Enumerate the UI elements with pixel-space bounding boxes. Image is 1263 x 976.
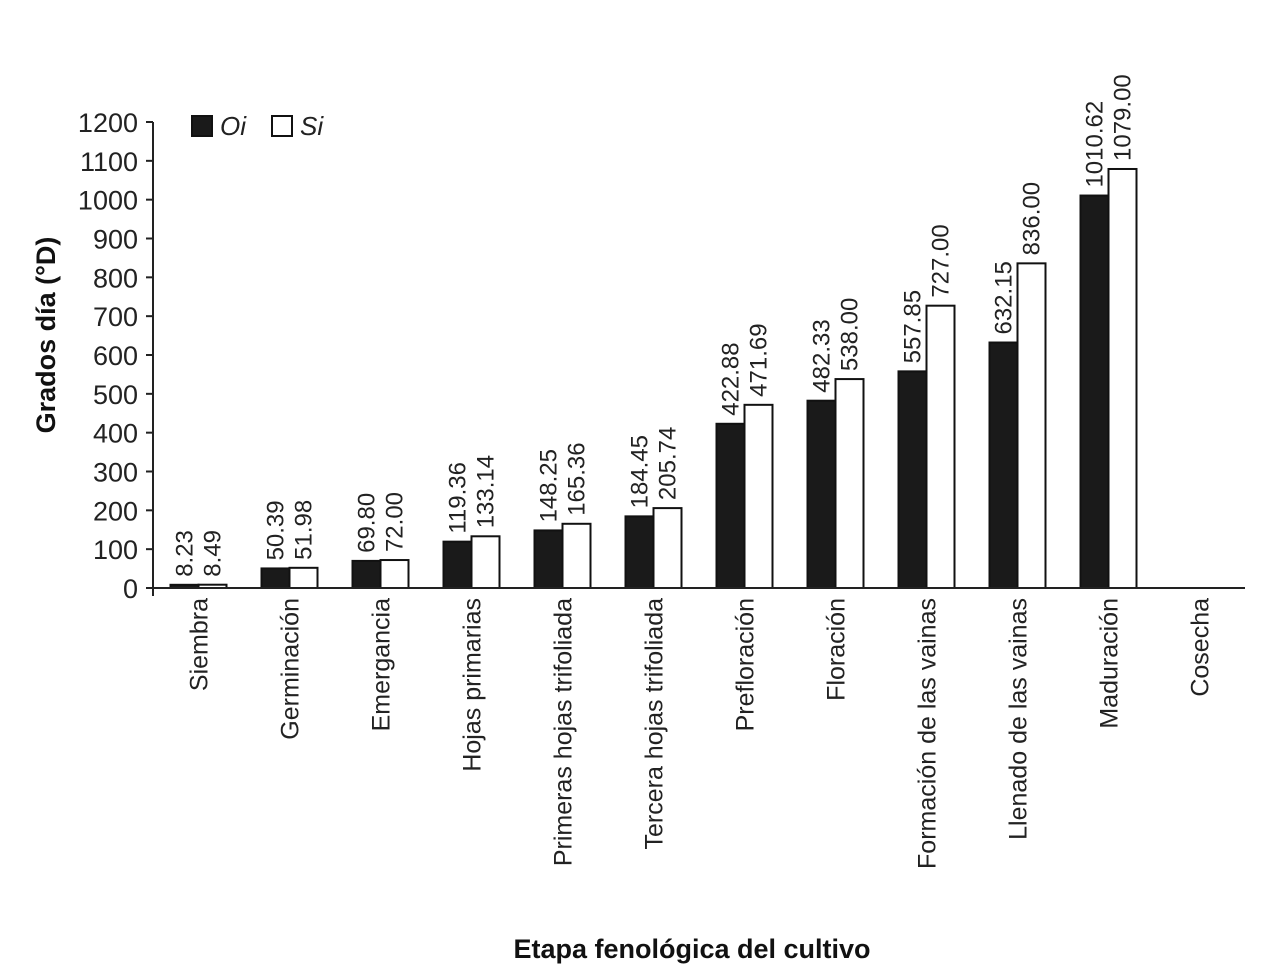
category-label: Cosecha xyxy=(1187,598,1215,697)
category-label: Floración xyxy=(823,598,851,701)
y-axis-ticks: 0 100 200 300 400 500 600 700 800 900 1000 1100 1200 xyxy=(78,108,153,604)
bar-si xyxy=(834,378,865,589)
data-label-si: 51.98 xyxy=(291,500,318,560)
data-label-oi: 422.88 xyxy=(718,342,745,415)
y-tick-label: 1100 xyxy=(80,147,138,177)
category-label: Prefloración xyxy=(732,598,760,731)
data-label-oi: 119.36 xyxy=(445,462,472,534)
y-axis-title: Grados día (°D) xyxy=(31,237,61,434)
data-label-oi: 557.85 xyxy=(900,290,927,363)
category-label: Tercera hojas trifoliada xyxy=(641,598,669,850)
y-tick-label: 300 xyxy=(93,458,138,488)
data-label-si: 727.00 xyxy=(928,224,955,297)
data-label-si: 1079.00 xyxy=(1110,74,1137,161)
y-tick-label: 900 xyxy=(93,225,138,255)
bars xyxy=(169,167,1138,590)
bar-si xyxy=(288,566,319,590)
data-label-si: 165.36 xyxy=(564,442,591,515)
bar-si xyxy=(925,304,956,589)
category-label: Formación de las vainas xyxy=(914,598,942,869)
data-label-oi: 632.15 xyxy=(991,261,1018,334)
data-label-oi: 482.33 xyxy=(809,319,836,392)
category-label: Llenado de las vainas xyxy=(1005,598,1033,840)
bar-oi xyxy=(351,559,382,590)
category-label: Hojas primarias xyxy=(459,598,487,772)
bar-si xyxy=(652,507,683,590)
category-label: Emergancia xyxy=(368,598,396,731)
y-tick-label: 100 xyxy=(93,535,138,565)
bar-oi xyxy=(624,515,655,589)
data-label-si: 72.00 xyxy=(382,492,409,552)
y-tick-label: 700 xyxy=(93,302,138,332)
bar-si xyxy=(561,522,592,590)
bar-oi xyxy=(806,399,837,589)
data-label-si: 205.74 xyxy=(655,427,682,500)
bar-oi xyxy=(988,341,1019,589)
data-label-oi: 50.39 xyxy=(263,500,290,560)
y-tick-label: 200 xyxy=(93,496,138,526)
legend-label-oi: Oi xyxy=(220,111,247,141)
bar-si xyxy=(1016,262,1047,589)
bar-oi xyxy=(442,540,473,590)
data-label-oi: 1010.62 xyxy=(1082,101,1109,188)
category-label: Maduración xyxy=(1096,598,1124,729)
category-labels: Siembra Germinación Emergancia Hojas primar… xyxy=(186,598,1215,869)
bar-oi xyxy=(897,370,928,589)
data-label-oi: 8.23 xyxy=(172,530,199,577)
data-label-oi: 69.80 xyxy=(354,493,381,553)
y-tick-label: 600 xyxy=(93,341,138,371)
data-label-si: 133.14 xyxy=(473,455,500,528)
bar-si xyxy=(379,559,410,589)
y-tick-label: 500 xyxy=(93,380,138,410)
bar-oi xyxy=(533,529,564,589)
data-label-si: 8.49 xyxy=(200,530,227,577)
bar-oi xyxy=(260,567,291,590)
data-label-si: 836.00 xyxy=(1019,182,1046,255)
data-label-si: 471.69 xyxy=(746,323,773,396)
data-label-oi: 148.25 xyxy=(536,449,563,522)
y-tick-label: 0 xyxy=(123,574,138,604)
bar-si xyxy=(1107,167,1138,589)
x-axis-title: Etapa fenológica del cultivo xyxy=(513,934,870,964)
category-label: Primeras hojas trifoliada xyxy=(550,598,578,866)
bar-oi xyxy=(1079,194,1110,589)
data-labels: 8.23 8.49 50.39 51.98 69.80 72.00 119.36 133.14… xyxy=(172,74,1137,577)
bar-si xyxy=(470,535,501,590)
legend: Oi Si xyxy=(191,111,324,141)
bar-oi xyxy=(715,422,746,589)
y-tick-label: 1000 xyxy=(78,186,138,216)
legend-swatch-si xyxy=(271,115,293,137)
legend-swatch-oi xyxy=(191,115,213,137)
category-label: Germinación xyxy=(277,598,305,740)
data-label-oi: 184.45 xyxy=(627,435,654,508)
y-tick-label: 800 xyxy=(93,263,138,293)
category-label: Siembra xyxy=(186,598,214,691)
bar-si xyxy=(743,403,774,589)
data-label-si: 538.00 xyxy=(837,298,864,371)
y-tick-label: 1200 xyxy=(78,108,138,138)
legend-label-si: Si xyxy=(300,111,324,141)
y-tick-label: 400 xyxy=(93,419,138,449)
